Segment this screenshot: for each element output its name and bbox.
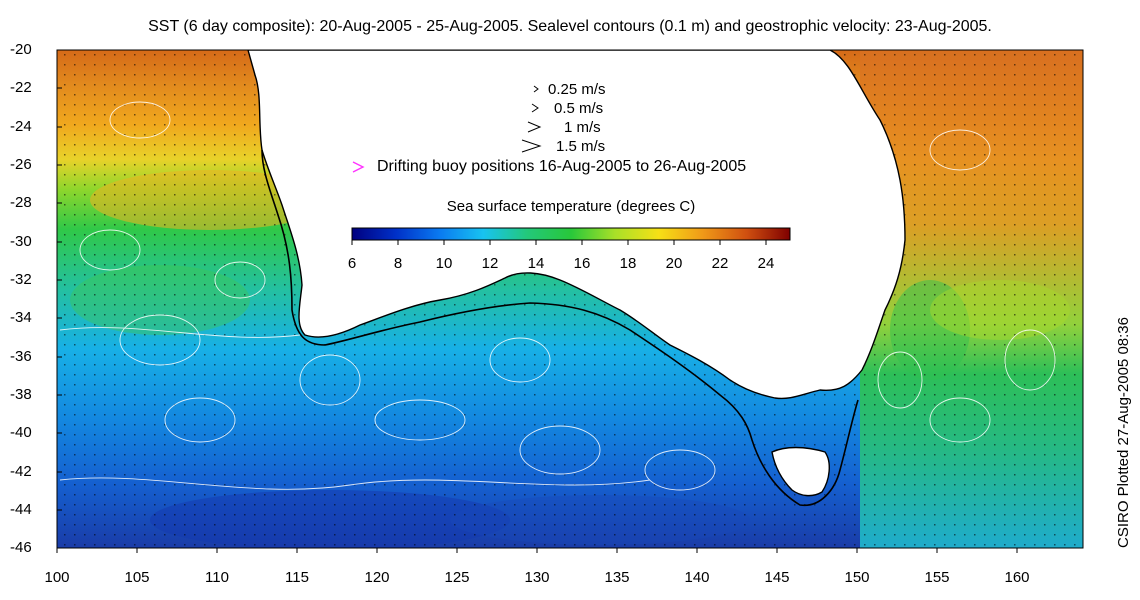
y-tick-label: -34 — [10, 309, 32, 326]
y-tick-label: -40 — [10, 424, 32, 441]
y-tick-label: -28 — [10, 194, 32, 211]
colorbar-tick: 8 — [393, 255, 403, 272]
velocity-legend-arrows — [521, 85, 542, 153]
velocity-legend-label: 1.5 m/s — [556, 138, 606, 155]
colorbar — [351, 227, 791, 241]
x-tick-label: 145 — [764, 569, 790, 586]
colorbar-tick: 20 — [665, 255, 683, 272]
y-tick-label: -32 — [10, 271, 32, 288]
x-tick-label: 120 — [364, 569, 390, 586]
x-tick-label: 160 — [1004, 569, 1030, 586]
arrow-1-5 — [521, 139, 542, 153]
y-tick-label: -36 — [10, 348, 32, 365]
arrow-0-25 — [533, 85, 539, 93]
velocity-legend-label: 0.5 m/s — [554, 100, 604, 117]
y-tick-label: -22 — [10, 79, 32, 96]
x-tick-label: 150 — [844, 569, 870, 586]
australia-land — [247, 50, 906, 400]
plot-frame — [56, 49, 1084, 549]
colorbar-title: Sea surface temperature (degrees C) — [446, 198, 696, 215]
colorbar-tick: 10 — [435, 255, 453, 272]
y-tick-label: -30 — [10, 233, 32, 250]
colorbar-tick: 14 — [527, 255, 545, 272]
x-tick-label: 155 — [924, 569, 950, 586]
tasmania-land — [771, 446, 830, 497]
arrow-1 — [527, 121, 542, 133]
x-tick-label: 140 — [684, 569, 710, 586]
colorbar-tick: 18 — [619, 255, 637, 272]
colorbar-tick: 6 — [347, 255, 357, 272]
map-title: SST (6 day composite): 20-Aug-2005 - 25-… — [148, 18, 992, 35]
colorbar-tick: 16 — [573, 255, 591, 272]
y-tick-label: -38 — [10, 386, 32, 403]
velocity-legend-label: 1 m/s — [564, 119, 601, 136]
arrow-0-5 — [531, 103, 539, 113]
x-tick-label: 115 — [285, 569, 309, 586]
y-tick-label: -44 — [10, 501, 32, 518]
x-tick-label: 125 — [444, 569, 470, 586]
y-tick-label: -42 — [10, 463, 32, 480]
velocity-legend-label: 0.25 m/s — [548, 81, 606, 98]
y-tick-label: -26 — [10, 156, 32, 173]
colorbar-tick: 24 — [757, 255, 775, 272]
x-tick-label: 100 — [44, 569, 70, 586]
buoy-legend-label: Drifting buoy positions 16-Aug-2005 to 2… — [377, 158, 747, 175]
x-tick-label: 110 — [205, 569, 229, 586]
y-tick-label: -46 — [10, 539, 32, 556]
shelf-contour — [261, 149, 859, 507]
x-tick-label: 135 — [604, 569, 630, 586]
y-tick-label: -24 — [10, 118, 32, 135]
y-tick-label: -20 — [10, 41, 32, 58]
plot-credit: CSIRO Plotted 27-Aug-2005 08:36 — [1115, 317, 1132, 548]
colorbar-tick: 22 — [711, 255, 729, 272]
x-tick-label: 130 — [524, 569, 550, 586]
sealevel-contours — [59, 101, 1056, 491]
colorbar-tick: 12 — [481, 255, 499, 272]
buoy-marker-icon — [352, 161, 365, 173]
x-tick-label: 105 — [124, 569, 150, 586]
